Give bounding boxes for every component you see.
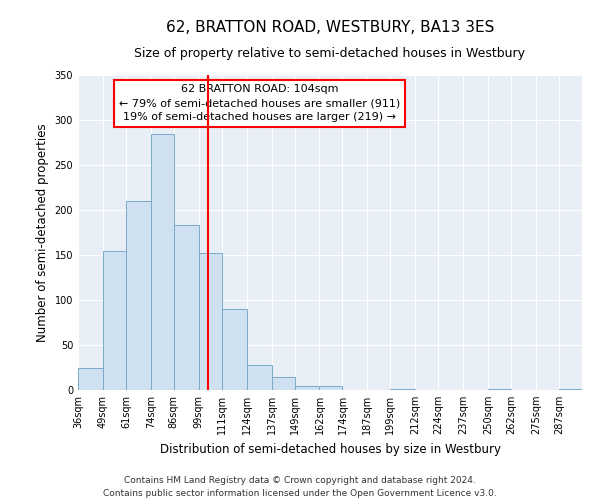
Bar [222, 309, 247, 390]
Bar [391, 389, 415, 390]
Bar [103, 250, 126, 390]
Bar [488, 389, 511, 390]
Bar [126, 201, 151, 390]
Bar [247, 365, 272, 390]
Bar [151, 134, 174, 390]
Bar [295, 386, 319, 390]
Bar [272, 378, 295, 390]
Bar [78, 368, 103, 390]
Text: Size of property relative to semi-detached houses in Westbury: Size of property relative to semi-detach… [134, 48, 526, 60]
Bar [559, 389, 582, 390]
Text: 62 BRATTON ROAD: 104sqm
← 79% of semi-detached houses are smaller (911)
19% of s: 62 BRATTON ROAD: 104sqm ← 79% of semi-de… [119, 84, 400, 122]
Bar [319, 386, 343, 390]
Text: Contains HM Land Registry data © Crown copyright and database right 2024.
Contai: Contains HM Land Registry data © Crown c… [103, 476, 497, 498]
Text: 62, BRATTON ROAD, WESTBURY, BA13 3ES: 62, BRATTON ROAD, WESTBURY, BA13 3ES [166, 20, 494, 35]
Bar [174, 226, 199, 390]
X-axis label: Distribution of semi-detached houses by size in Westbury: Distribution of semi-detached houses by … [160, 442, 500, 456]
Y-axis label: Number of semi-detached properties: Number of semi-detached properties [36, 123, 49, 342]
Bar [199, 253, 222, 390]
